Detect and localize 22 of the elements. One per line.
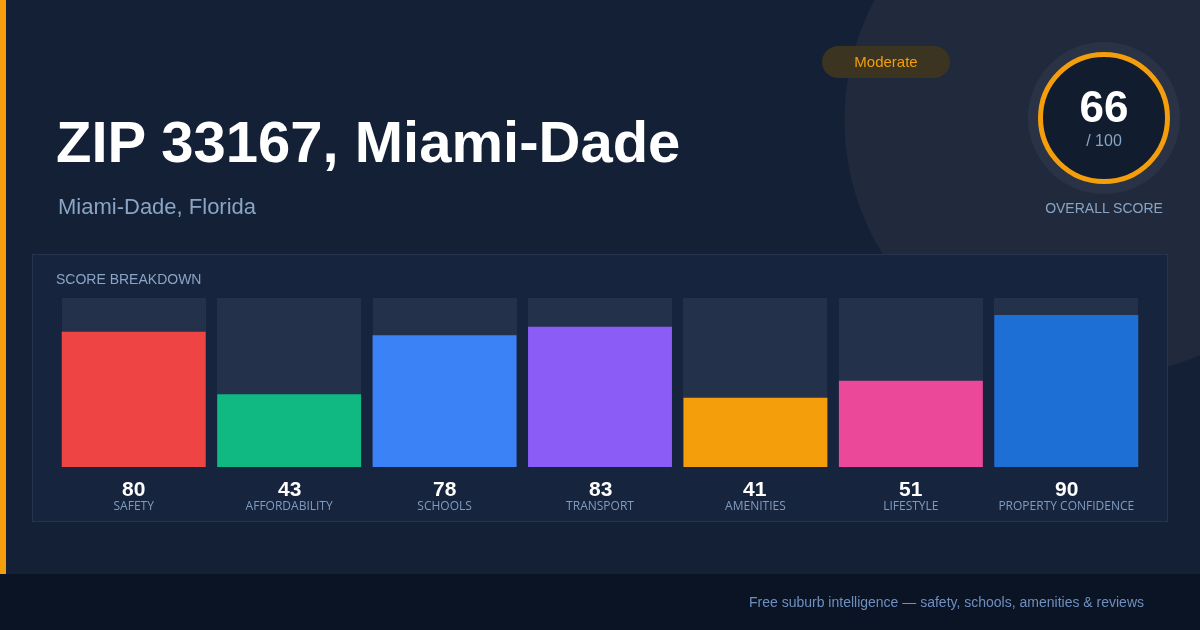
text: / 100 xyxy=(1085,132,1123,150)
chart-title: ZIP 33167, Miami-Dade xyxy=(56,108,681,175)
x-tick-label: SCHOOLS xyxy=(417,497,472,514)
text: Moderate xyxy=(822,46,950,78)
x-tick-label: TRANSPORT xyxy=(566,497,635,514)
data-label: 43 xyxy=(278,477,302,500)
text: SCORE BREAKDOWN xyxy=(56,271,202,287)
x-tick-label: AFFORDABILITY xyxy=(245,497,333,514)
data-label: 41 xyxy=(743,477,767,500)
chart-subtitle: Miami-Dade, Florida xyxy=(58,194,257,220)
text: 66 xyxy=(1078,82,1130,132)
data-label: 80 xyxy=(122,477,146,500)
x-tick-label: SAFETY xyxy=(113,497,155,514)
text: Free suburb intelligence — safety, schools, amenities & reviews xyxy=(748,594,1144,610)
data-label: 78 xyxy=(433,477,457,500)
x-tick-label: PROPERTY CONFIDENCE xyxy=(998,497,1135,514)
x-tick-label: LIFESTYLE xyxy=(883,497,939,514)
text: OVERALL SCORE xyxy=(1044,200,1164,216)
x-tick-label: AMENITIES xyxy=(725,497,786,514)
data-label: 90 xyxy=(1055,477,1079,500)
data-label: 51 xyxy=(899,477,923,500)
data-label: 83 xyxy=(589,477,613,500)
